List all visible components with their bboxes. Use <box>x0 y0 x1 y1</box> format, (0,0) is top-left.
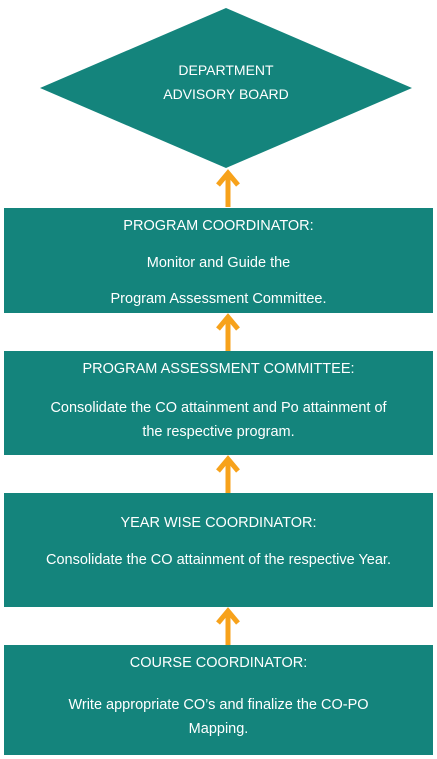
program-coordinator-box: PROGRAM COORDINATOR: Monitor and Guide t… <box>4 208 433 313</box>
box-text-line: Mapping. <box>188 721 249 737</box>
up-arrow-icon <box>216 607 240 645</box>
box-text-line: Program Assessment Committee. <box>110 291 327 307</box>
up-arrow-icon <box>216 169 240 207</box>
box-text-line: the respective program. <box>142 424 295 440</box>
box-text-line: Consolidate the CO attainment of the res… <box>46 552 391 568</box>
department-advisory-board-label: DEPARTMENT ADVISORY BOARD <box>40 58 412 106</box>
department-advisory-board-diamond <box>40 8 412 168</box>
diamond-line-2: ADVISORY BOARD <box>163 86 289 102</box>
up-arrow-icon <box>216 313 240 351</box>
box-text-line: Consolidate the CO attainment and Po att… <box>50 400 387 416</box>
box-text-line: Write appropriate CO’s and finalize the … <box>68 697 369 713</box>
diamond-line-1: DEPARTMENT <box>178 62 274 78</box>
course-coordinator-box: COURSE COORDINATOR: Write appropriate CO… <box>4 645 433 755</box>
year-wise-coordinator-box: YEAR WISE COORDINATOR: Consolidate the C… <box>4 493 433 607</box>
program-assessment-committee-box: PROGRAM ASSESSMENT COMMITTEE: Consolidat… <box>4 351 433 455</box>
box-title: YEAR WISE COORDINATOR: <box>120 515 317 531</box>
box-title: PROGRAM ASSESSMENT COMMITTEE: <box>82 361 355 377</box>
box-title: PROGRAM COORDINATOR: <box>123 218 314 234</box>
box-title: COURSE COORDINATOR: <box>129 655 308 671</box>
box-text-line: Monitor and Guide the <box>146 255 291 271</box>
up-arrow-icon <box>216 455 240 493</box>
